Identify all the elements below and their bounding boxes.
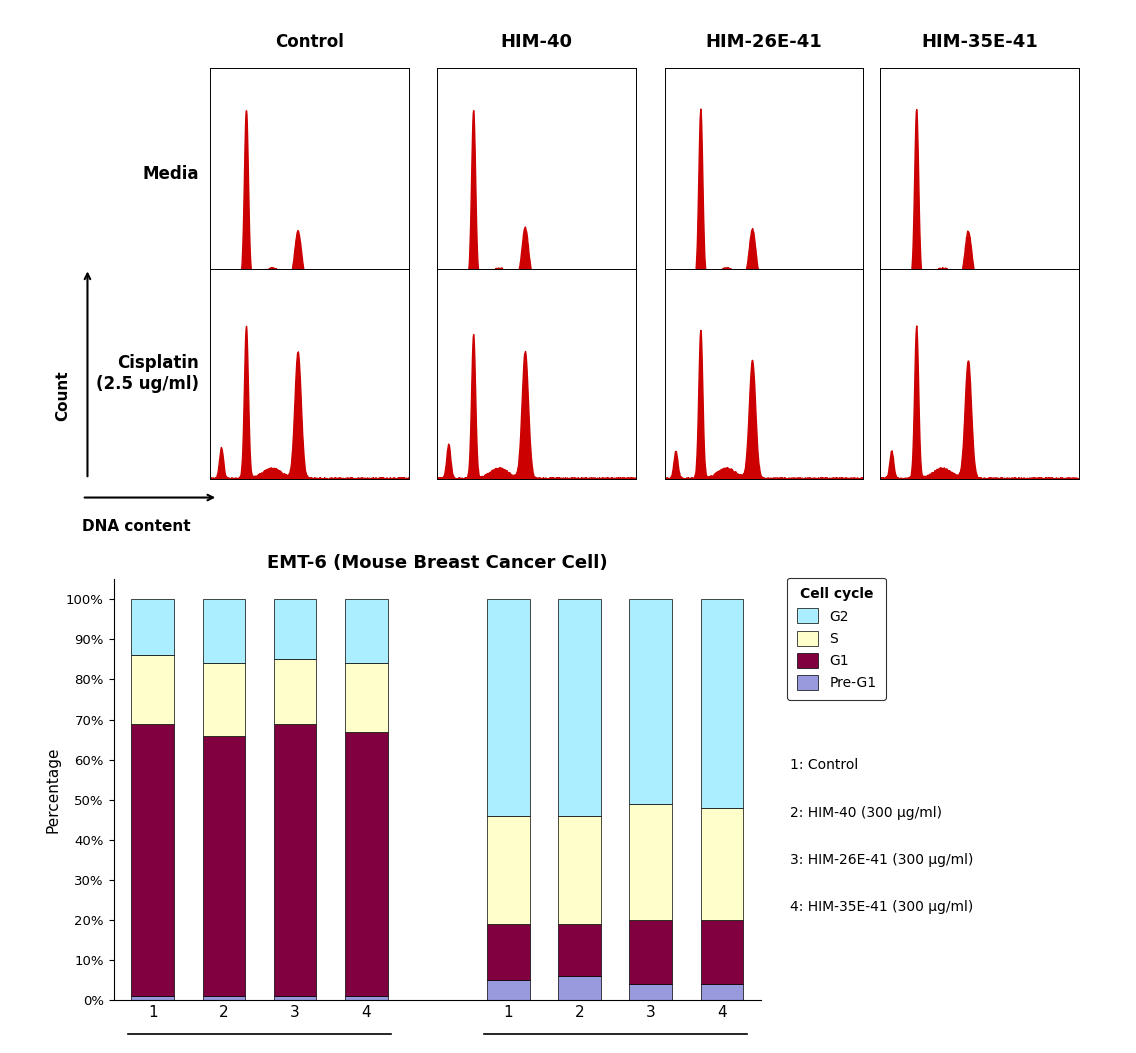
Bar xyxy=(629,920,673,985)
Bar xyxy=(487,980,529,1000)
Bar xyxy=(701,920,743,985)
Y-axis label: Percentage: Percentage xyxy=(45,747,60,833)
Bar xyxy=(274,599,317,659)
Bar xyxy=(558,976,601,1000)
Bar xyxy=(274,723,317,996)
Bar xyxy=(202,736,245,996)
Bar xyxy=(629,985,673,1000)
Text: HIM-35E-41: HIM-35E-41 xyxy=(921,33,1038,52)
Text: Media: Media xyxy=(142,164,199,183)
Text: HIM-26E-41: HIM-26E-41 xyxy=(705,33,822,52)
Text: 1: Control: 1: Control xyxy=(790,758,858,772)
Bar xyxy=(701,808,743,920)
Bar xyxy=(487,599,529,816)
Legend: G2, S, G1, Pre-G1: G2, S, G1, Pre-G1 xyxy=(787,578,886,700)
Text: 2: HIM-40 (300 μg/ml): 2: HIM-40 (300 μg/ml) xyxy=(790,806,942,819)
Bar xyxy=(558,816,601,925)
Bar xyxy=(202,599,245,663)
Bar xyxy=(345,599,387,663)
Bar xyxy=(487,925,529,980)
Bar xyxy=(345,732,387,996)
Bar xyxy=(345,663,387,732)
Bar xyxy=(202,996,245,1000)
Text: Control: Control xyxy=(275,33,344,52)
Bar xyxy=(274,659,317,723)
Bar xyxy=(132,723,174,996)
Bar xyxy=(345,996,387,1000)
Bar xyxy=(487,816,529,925)
Bar xyxy=(558,599,601,816)
Text: 4: HIM-35E-41 (300 μg/ml): 4: HIM-35E-41 (300 μg/ml) xyxy=(790,900,972,914)
Bar xyxy=(132,599,174,655)
Bar xyxy=(629,803,673,920)
Bar xyxy=(701,985,743,1000)
Text: DNA content: DNA content xyxy=(82,519,191,534)
Bar xyxy=(202,663,245,736)
Text: Cisplatin
(2.5 ug/ml): Cisplatin (2.5 ug/ml) xyxy=(95,355,199,393)
Text: 3: HIM-26E-41 (300 μg/ml): 3: HIM-26E-41 (300 μg/ml) xyxy=(790,853,972,867)
Bar xyxy=(629,599,673,803)
Bar xyxy=(132,996,174,1000)
Bar xyxy=(132,655,174,723)
Text: HIM-40: HIM-40 xyxy=(501,33,573,52)
Bar xyxy=(701,599,743,808)
Bar xyxy=(274,996,317,1000)
Text: Count: Count xyxy=(55,371,70,421)
Title: EMT-6 (Mouse Breast Cancer Cell): EMT-6 (Mouse Breast Cancer Cell) xyxy=(267,554,608,572)
Bar xyxy=(558,925,601,976)
